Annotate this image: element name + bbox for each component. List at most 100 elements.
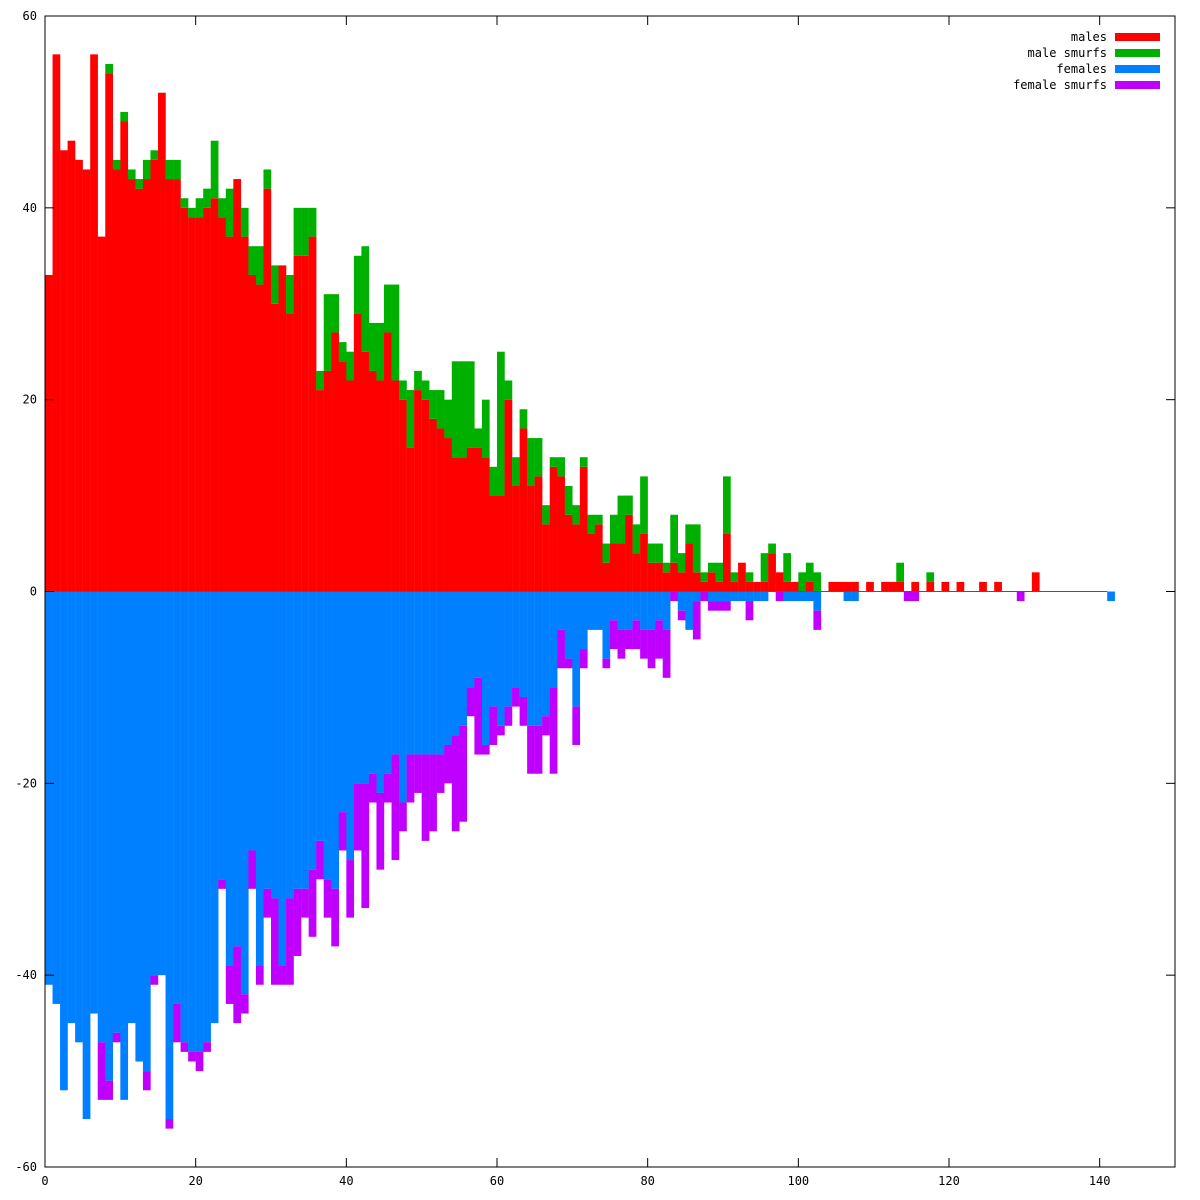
bar-male-smurfs <box>662 562 671 573</box>
axis-ticks: 0 20 40 60 80 100 120 140 -60 -40 -20 0 20 40 60 <box>15 9 1175 1188</box>
bar-males <box>542 524 550 592</box>
y-tick-label: 0 <box>30 585 37 599</box>
bar-females <box>399 591 407 803</box>
bar-male-smurfs <box>240 207 249 237</box>
bar-female-smurfs <box>625 629 633 650</box>
legend-entry-males: males <box>1071 30 1160 44</box>
bar-females <box>218 591 226 880</box>
bar-male-smurfs <box>587 514 596 534</box>
bar-males <box>707 572 716 592</box>
bar-males <box>466 447 475 592</box>
bar-male-smurfs <box>745 572 754 582</box>
bar-female-smurfs <box>512 687 520 707</box>
legend-entry-male-smurfs: male smurfs <box>1028 46 1160 60</box>
bar-males <box>248 274 257 592</box>
bar-males <box>368 370 377 592</box>
bar-males <box>723 533 731 592</box>
bar-males <box>399 399 407 592</box>
bar-male-smurfs <box>579 457 588 467</box>
bar-male-smurfs <box>301 207 309 256</box>
bar-female-smurfs <box>677 610 686 621</box>
bar-females <box>278 591 287 966</box>
bar-females <box>715 591 724 602</box>
bar-males <box>316 390 324 592</box>
bar-male-smurfs <box>368 322 377 371</box>
bar-males <box>572 524 581 592</box>
bar-males <box>173 179 181 592</box>
bar-male-smurfs <box>474 428 483 448</box>
bar-females <box>451 591 460 736</box>
bar-males <box>481 457 490 592</box>
bar-males <box>293 255 302 592</box>
bar-males <box>105 73 113 592</box>
bar-female-smurfs <box>497 725 505 736</box>
bar-male-smurfs <box>715 562 724 582</box>
bar-females <box>248 591 257 851</box>
bar-females <box>391 591 400 755</box>
bar-male-smurfs <box>338 342 347 362</box>
bar-female-smurfs <box>376 792 385 870</box>
x-tick-label: 100 <box>787 1174 809 1188</box>
bar-male-smurfs <box>346 351 355 381</box>
bar-males <box>444 438 452 592</box>
bar-female-smurfs <box>911 591 920 602</box>
bar-females <box>572 591 581 707</box>
bar-female-smurfs <box>301 888 309 918</box>
legend-entry-females: females <box>1056 62 1160 76</box>
bar-males <box>210 198 219 592</box>
bar-females <box>851 591 859 602</box>
x-tick-label: 120 <box>938 1174 960 1188</box>
bar-female-smurfs <box>610 620 618 650</box>
bar-females <box>188 591 196 1052</box>
bar-females <box>60 591 68 1091</box>
bar-female-smurfs <box>316 840 324 880</box>
bar-males <box>60 150 68 592</box>
bar-female-smurfs <box>218 879 226 889</box>
bar-females <box>75 591 83 1043</box>
bar-female-smurfs <box>203 1042 211 1052</box>
bar-female-smurfs <box>489 706 498 745</box>
bar-males <box>240 236 249 592</box>
bar-female-smurfs <box>903 591 912 602</box>
bar-female-smurfs <box>233 946 242 1024</box>
bar-females <box>662 591 671 630</box>
bar-male-smurfs <box>466 361 475 448</box>
bar-male-smurfs <box>519 409 528 429</box>
bar-female-smurfs <box>406 754 415 803</box>
bar-female-smurfs <box>308 869 317 937</box>
bar-males <box>474 447 483 592</box>
bar-females <box>346 591 355 861</box>
bar-females <box>481 591 490 745</box>
bar-females <box>707 591 716 602</box>
bar-males <box>677 572 686 592</box>
bar-female-smurfs <box>240 994 249 1014</box>
bar-females <box>557 591 565 630</box>
bar-male-smurfs <box>489 466 498 496</box>
bar-males <box>436 428 445 592</box>
bar-female-smurfs <box>707 601 716 611</box>
bar-female-smurfs <box>775 591 784 602</box>
bar-female-smurfs <box>813 610 822 630</box>
bar-females <box>512 591 520 688</box>
legend-swatch-females <box>1115 65 1160 73</box>
bar-males <box>692 572 701 592</box>
bar-males <box>271 303 279 592</box>
bar-male-smurfs <box>399 380 407 400</box>
x-tick-label: 80 <box>640 1174 654 1188</box>
bar-male-smurfs <box>896 562 904 582</box>
bar-female-smurfs <box>564 658 573 669</box>
bar-male-smurfs <box>203 188 211 208</box>
bar-males <box>391 380 400 592</box>
bar-males <box>534 476 543 592</box>
bar-male-smurfs <box>527 438 535 486</box>
bar-female-smurfs <box>278 965 287 985</box>
bar-males <box>218 217 226 592</box>
bar-males <box>150 159 159 592</box>
bar-males <box>617 543 626 592</box>
bar-males <box>353 313 362 592</box>
bar-males <box>828 581 837 592</box>
bar-female-smurfs <box>391 754 400 861</box>
bar-female-smurfs <box>617 629 626 659</box>
bar-male-smurfs <box>813 572 822 592</box>
bar-male-smurfs <box>429 390 437 419</box>
